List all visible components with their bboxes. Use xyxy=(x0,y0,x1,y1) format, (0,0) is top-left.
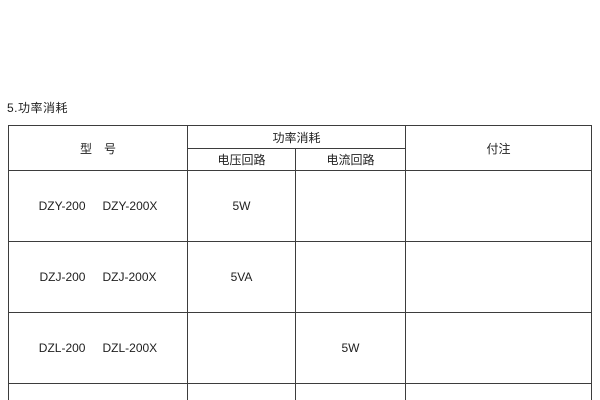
table-row: DZY-200 DZY-200X 5W xyxy=(8,170,593,242)
model-name: DZJ-200X xyxy=(102,270,157,284)
model-cell: DZY-200 DZY-200X xyxy=(8,170,188,242)
table-row: DZL-200 DZL-200X 5W xyxy=(8,312,593,384)
model-name: DZL-200 xyxy=(38,341,86,355)
col-header-notes: 付注 xyxy=(405,125,593,171)
model-cell: DZJ-200 DZJ-200X xyxy=(8,241,188,313)
note-cell xyxy=(405,170,593,242)
model-name: DZY-200X xyxy=(102,199,158,213)
current-circuit-cell: 2.5W xyxy=(294,383,407,400)
current-circuit-cell: 5W xyxy=(294,312,407,384)
note-cell xyxy=(405,312,593,384)
note-cell xyxy=(405,241,593,313)
table-row: DZJ-200 DZJ-200X 5VA xyxy=(8,241,593,313)
header-row-1: 型 号 功率消耗 付注 xyxy=(8,125,593,171)
current-circuit-cell xyxy=(294,241,407,313)
model-cell: DZB-200 DZB-200X xyxy=(8,383,188,400)
voltage-circuit-cell xyxy=(187,312,296,384)
col-header-model: 型 号 xyxy=(8,125,188,171)
model-name: DZJ-200 xyxy=(39,270,86,284)
voltage-circuit-cell: 5VA xyxy=(187,241,296,313)
model-name: DZY-200 xyxy=(38,199,86,213)
section-title: 5.功率消耗 xyxy=(7,101,69,115)
col-header-power-group: 功率消耗 xyxy=(186,125,407,149)
table-row: DZB-200 DZB-200X 5W 2.5W 电流动作规格5W xyxy=(8,383,593,400)
voltage-circuit-cell: 5W xyxy=(187,383,296,400)
col-header-voltage-circuit: 电压回路 xyxy=(187,148,296,171)
power-consumption-table: 型 号 功率消耗 付注 电压回路 电流回路 DZY-200 DZY-200X 5… xyxy=(8,125,593,400)
current-circuit-cell xyxy=(294,170,407,242)
voltage-circuit-cell: 5W xyxy=(187,170,296,242)
col-header-current-circuit: 电流回路 xyxy=(294,148,407,171)
model-name: DZL-200X xyxy=(102,341,158,355)
note-cell: 电流动作规格5W xyxy=(405,383,593,400)
model-cell: DZL-200 DZL-200X xyxy=(8,312,188,384)
